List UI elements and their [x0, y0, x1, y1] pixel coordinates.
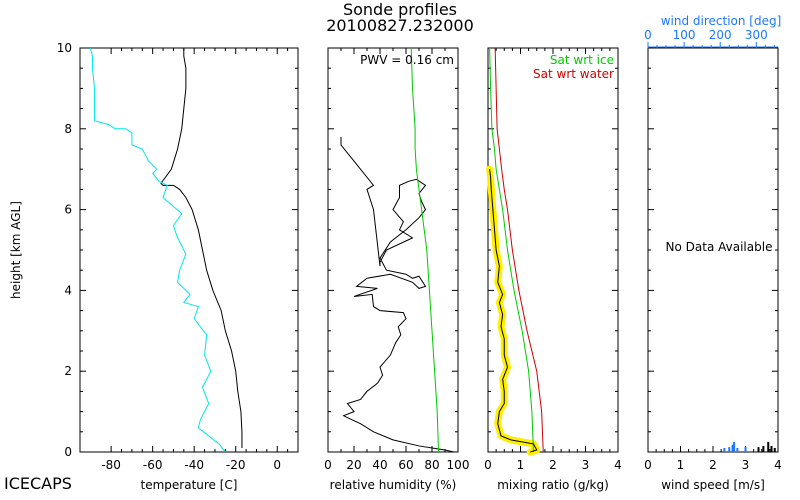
- sat_ice-line: [489, 47, 534, 453]
- x-tick-label: 80: [424, 458, 439, 472]
- x-tick-label: 1: [677, 458, 685, 472]
- x-axis-label: mixing ratio (g/kg): [497, 478, 609, 492]
- x-tick-label: 1: [517, 458, 525, 472]
- temperature-line: [160, 48, 243, 448]
- x-tick-label: -80: [101, 458, 121, 472]
- x-tick-label: 0: [644, 458, 652, 472]
- y-tick-label: 4: [64, 283, 72, 297]
- rh_ice-line: [410, 47, 439, 453]
- x2-tick-label: 0: [644, 28, 652, 42]
- figure-subtitle: 20100827.232000: [326, 16, 474, 35]
- brand-label: ICECAPS: [4, 474, 72, 493]
- x-tick-label: -20: [226, 458, 246, 472]
- panel-frame: [79, 47, 299, 453]
- x-tick-label: -40: [184, 458, 204, 472]
- x-tick-label: 20: [346, 458, 361, 472]
- x-tick-label: 0: [484, 458, 492, 472]
- mixing-ratio-uncertainty-band: [486, 165, 541, 456]
- x-tick-label: 2: [709, 458, 717, 472]
- x-tick-label: 100: [447, 458, 470, 472]
- figure-title: Sonde profiles: [342, 0, 458, 19]
- dewpoint-line: [89, 47, 226, 453]
- sat_water-line: [494, 47, 544, 453]
- x-axis-label: wind speed [m/s]: [661, 478, 765, 492]
- x-tick-label: 0: [273, 458, 281, 472]
- x-tick-label: 40: [372, 458, 387, 472]
- x-tick-label: 4: [774, 458, 782, 472]
- x-axis-label: temperature [C]: [141, 478, 238, 492]
- rh-line: [340, 136, 455, 453]
- y-tick-label: 2: [64, 364, 72, 378]
- y-axis-label: height [km AGL]: [9, 201, 23, 299]
- x-tick-label: 3: [582, 458, 590, 472]
- y-tick-label: 0: [64, 445, 72, 459]
- x2-tick-label: 100: [673, 28, 696, 42]
- x-tick-label: 4: [614, 458, 622, 472]
- x-tick-label: 60: [398, 458, 413, 472]
- x-tick-label: -60: [143, 458, 163, 472]
- y-tick-label: 10: [57, 41, 72, 55]
- x2-axis-label: wind direction [deg]: [661, 14, 782, 28]
- y-tick-label: 6: [64, 203, 72, 217]
- x-tick-label: 0: [324, 458, 332, 472]
- legend-sat-water: Sat wrt water: [533, 67, 614, 81]
- no-data-annotation: No Data Available: [666, 240, 773, 254]
- x-tick-label: 2: [549, 458, 557, 472]
- panel-frame: [327, 47, 459, 453]
- x2-tick-label: 200: [709, 28, 732, 42]
- pwv-annotation: PWV = 0.16 cm: [360, 53, 454, 67]
- x-tick-label: 3: [742, 458, 750, 472]
- mixing_ratio-line: [489, 169, 538, 453]
- x2-tick-label: 300: [745, 28, 768, 42]
- x-axis-label: relative humidity (%): [330, 478, 457, 492]
- y-tick-label: 8: [64, 122, 72, 136]
- legend-sat-ice: Sat wrt ice: [550, 53, 614, 67]
